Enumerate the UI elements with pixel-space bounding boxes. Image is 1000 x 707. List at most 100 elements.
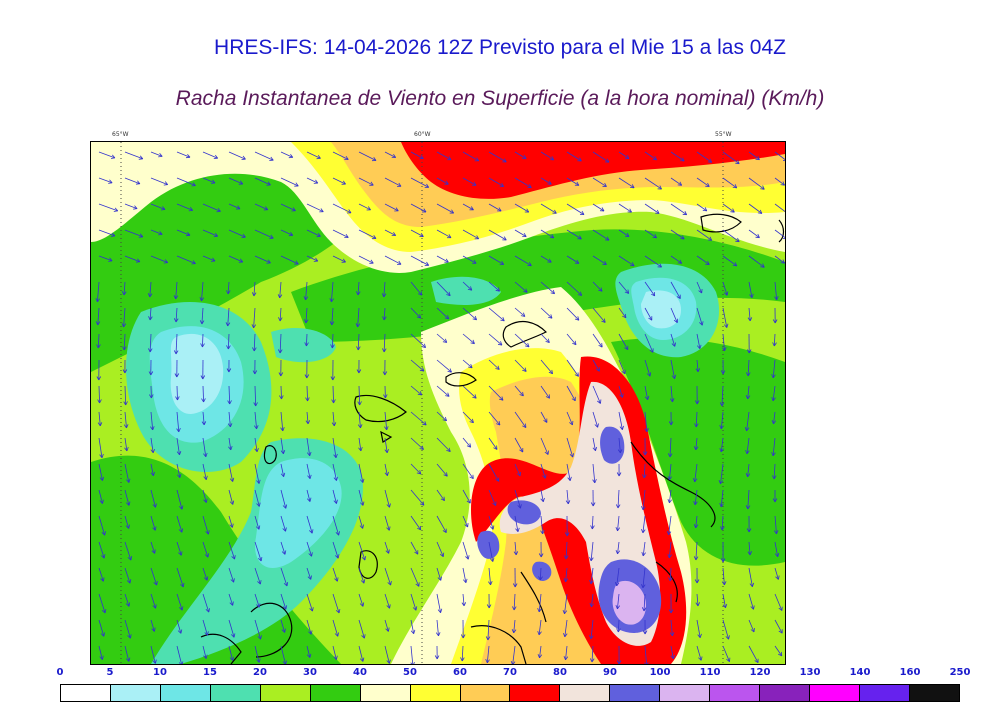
wind-arrow (696, 151, 712, 163)
wind-arrow (98, 489, 103, 504)
wind-arrow-head (700, 656, 703, 661)
wind-arrow (410, 151, 424, 159)
wind-arrow (202, 203, 221, 212)
wind-arrow-head (492, 525, 495, 530)
wind-arrow (436, 463, 448, 477)
wind-arrow (410, 645, 414, 664)
wind-arrow-head (201, 320, 205, 325)
wind-arrow (592, 359, 600, 372)
wind-arrow-head (501, 260, 505, 265)
wind-arrow (228, 385, 231, 405)
wind-arrow-head (726, 323, 729, 328)
wind-arrow-head (749, 583, 753, 587)
wind-arrow-head (139, 233, 144, 238)
wind-arrow-head (503, 158, 507, 163)
wind-arrow-head (601, 343, 603, 348)
wind-arrow (202, 177, 216, 184)
wind-arrow (150, 229, 163, 235)
wind-arrow (721, 385, 724, 407)
wind-arrow-head (370, 181, 374, 186)
wind-arrow (384, 255, 402, 265)
wind-arrow-head (523, 232, 527, 237)
wind-arrow (592, 255, 607, 265)
wind-arrow-head (337, 577, 339, 582)
wind-arrow-head (277, 349, 281, 354)
tick-label: 120 (749, 667, 771, 678)
wind-arrow (228, 255, 243, 263)
wind-arrow (202, 229, 218, 237)
wind-arrow (305, 307, 308, 324)
wind-arrow-head (626, 232, 630, 237)
wind-arrow (722, 203, 735, 213)
wind-arrow-head (148, 316, 151, 321)
wind-arrow-head (496, 423, 501, 426)
wind-arrow-head (669, 476, 672, 481)
wind-arrow (98, 463, 103, 481)
wind-arrow-head (644, 662, 646, 664)
wind-arrow (228, 541, 235, 560)
wind-arrow-head (537, 608, 540, 613)
wind-arrow-head (631, 262, 635, 266)
wind-arrow-head (747, 317, 751, 322)
wind-arrow-head (500, 319, 505, 322)
wind-arrow-head (203, 655, 207, 659)
wind-arrow (227, 281, 230, 295)
wind-arrow (773, 463, 776, 480)
wind-arrow (98, 255, 113, 262)
wind-arrow-head (547, 338, 550, 343)
wind-arrow-head (98, 376, 102, 381)
wind-arrow (410, 255, 429, 266)
wind-arrow-head (357, 346, 361, 351)
wind-arrow (202, 515, 209, 535)
wind-arrow-head (311, 552, 313, 557)
wind-arrow (695, 515, 698, 528)
wind-arrow-head (233, 578, 235, 583)
wind-arrow (384, 593, 390, 609)
wind-arrow (748, 541, 751, 556)
wind-arrow-head (99, 399, 102, 404)
wind-arrow-head (732, 265, 737, 267)
wind-arrow (228, 593, 234, 606)
wind-arrow-head (229, 400, 232, 405)
wind-arrow-head (227, 322, 231, 327)
wind-arrow-head (345, 233, 349, 238)
wind-arrow-head (306, 452, 311, 457)
wind-arrow-head (513, 551, 517, 556)
wind-arrow (462, 437, 472, 448)
wind-arrow-head (128, 524, 130, 529)
wind-arrow (488, 359, 500, 370)
wind-arrow (280, 177, 299, 187)
wind-arrow-head (416, 472, 421, 475)
wind-arrow-head (594, 424, 598, 428)
wind-arrow-head (696, 400, 700, 405)
wind-arrow-head (747, 505, 751, 510)
blue-cell-5 (532, 561, 552, 581)
wind-arrow-head (679, 259, 683, 264)
wind-arrow-head (306, 374, 310, 379)
wind-arrow-head (563, 656, 566, 661)
wind-arrow-head (101, 610, 106, 614)
wind-arrow (720, 411, 724, 429)
tick-label: 15 (203, 667, 217, 678)
wind-arrow-head (642, 552, 646, 557)
wind-arrow (332, 645, 337, 660)
wind-arrow-head (567, 500, 571, 505)
wind-arrow (540, 307, 553, 319)
wind-arrow-head (566, 532, 570, 537)
wind-arrow (462, 541, 469, 560)
wind-arrow (644, 229, 657, 239)
wind-arrow-head (229, 501, 234, 505)
colorbar-swatch (310, 685, 361, 701)
wind-arrow-head (230, 423, 233, 428)
wind-arrow (358, 645, 364, 662)
wind-arrow (358, 593, 364, 607)
wind-arrow-head (512, 583, 516, 588)
wind-arrow (618, 281, 630, 294)
wind-arrow (668, 541, 672, 558)
wind-arrow-head (381, 293, 385, 298)
wind-arrow-head (232, 601, 234, 606)
wind-arrow-head (749, 317, 753, 322)
wind-arrow (644, 177, 662, 190)
wind-arrow (669, 463, 672, 480)
wind-arrow (436, 619, 439, 636)
